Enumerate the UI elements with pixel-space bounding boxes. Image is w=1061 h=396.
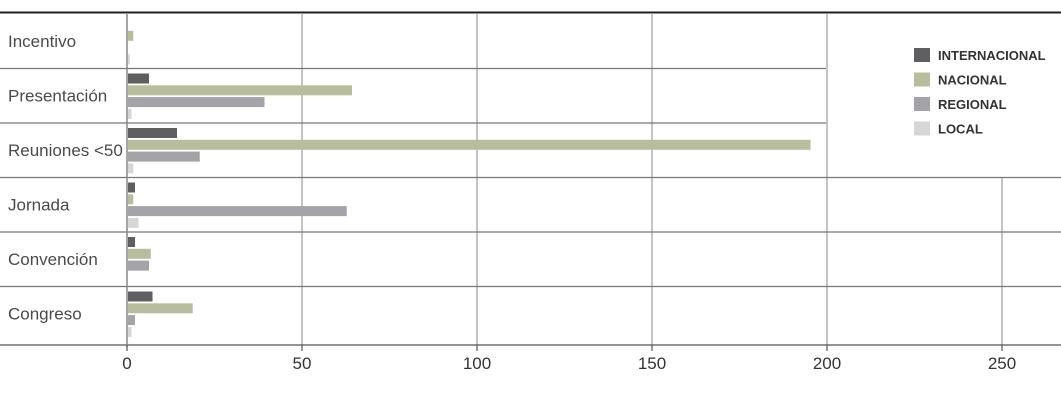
x-tick-label: 100 (463, 354, 491, 373)
category-label: Convención (8, 250, 98, 269)
bar-internacional-1 (128, 73, 149, 84)
bar-nacional-5 (128, 303, 193, 314)
legend-swatch-internacional (914, 48, 930, 62)
category-label: Reuniones <50 (8, 141, 123, 160)
bar-local-0 (128, 54, 130, 65)
bar-local-3 (128, 217, 139, 228)
legend-label-nacional: NACIONAL (938, 73, 1007, 88)
bar-internacional-5 (128, 291, 153, 302)
legend-swatch-nacional (914, 72, 930, 87)
bar-nacional-0 (128, 30, 134, 41)
legend-label-regional: REGIONAL (938, 97, 1007, 112)
legend-label-internacional: INTERNACIONAL (938, 48, 1046, 63)
x-tick-label: 200 (813, 354, 841, 373)
bar-internacional-4 (128, 237, 135, 247)
bar-local-2 (128, 163, 134, 174)
x-tick-label: 50 (293, 354, 312, 373)
x-tick-label: 150 (638, 354, 666, 373)
bar-regional-3 (128, 206, 347, 217)
legend-swatch-regional (914, 97, 930, 111)
bar-nacional-2 (128, 139, 811, 150)
bar-internacional-2 (128, 128, 177, 138)
legend-swatch-local (914, 121, 930, 136)
category-label: Incentivo (8, 32, 76, 51)
x-tick-label: 0 (122, 354, 131, 373)
bar-nacional-3 (128, 194, 134, 205)
bar-regional-5 (128, 315, 135, 326)
category-label: Presentación (8, 87, 107, 106)
bar-regional-4 (128, 260, 149, 271)
bar-nacional-1 (128, 85, 352, 96)
bar-local-5 (128, 326, 132, 337)
bar-regional-1 (128, 97, 265, 108)
bar-local-1 (128, 108, 132, 119)
bar-nacional-4 (128, 248, 151, 259)
category-label: Congreso (8, 305, 82, 324)
category-label: Jornada (8, 196, 70, 215)
bar-internacional-3 (128, 182, 135, 193)
x-tick-label: 250 (988, 354, 1016, 373)
legend-label-local: LOCAL (938, 122, 983, 137)
bar-regional-2 (128, 151, 200, 162)
